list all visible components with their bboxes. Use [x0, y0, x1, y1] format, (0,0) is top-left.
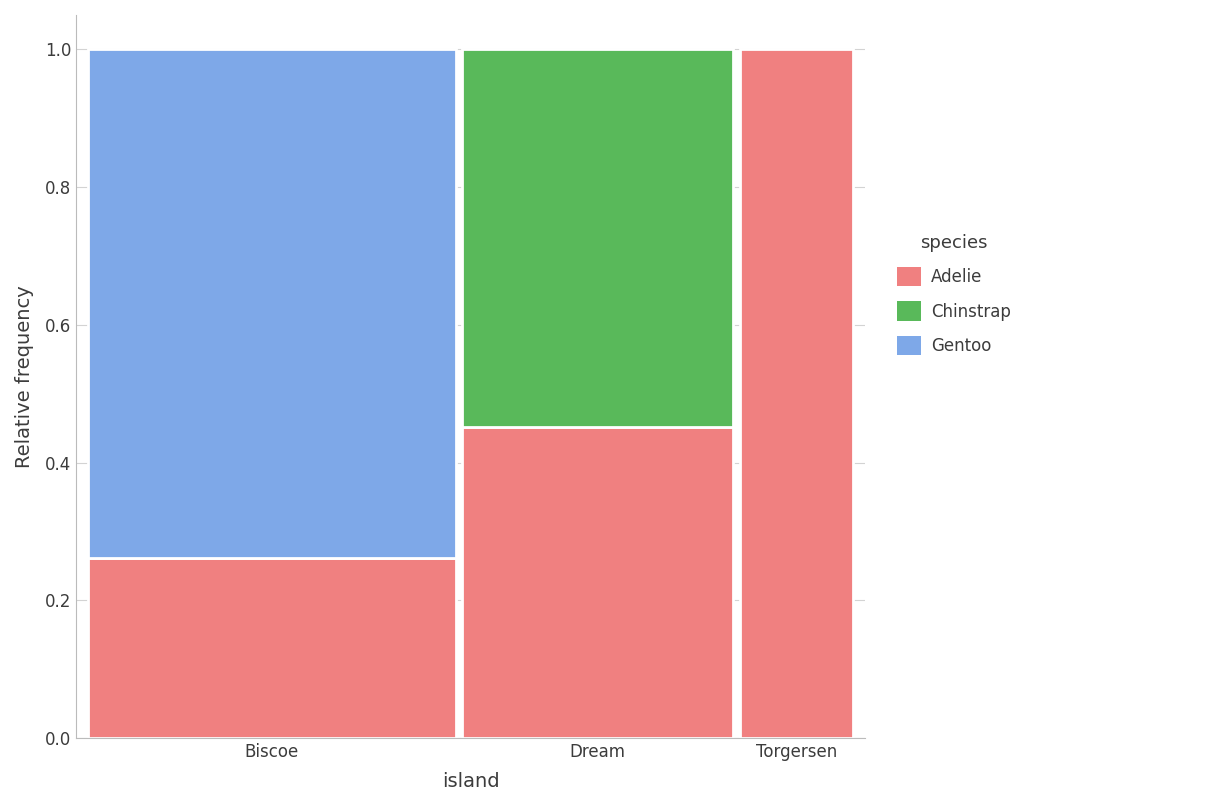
Bar: [739, 49, 854, 738]
Bar: [88, 558, 456, 738]
Bar: [462, 49, 733, 427]
Bar: [462, 427, 733, 738]
X-axis label: island: island: [442, 772, 499, 791]
Legend: Adelie, Chinstrap, Gentoo: Adelie, Chinstrap, Gentoo: [889, 226, 1019, 364]
Y-axis label: Relative frequency: Relative frequency: [15, 285, 34, 468]
Bar: [88, 49, 456, 558]
